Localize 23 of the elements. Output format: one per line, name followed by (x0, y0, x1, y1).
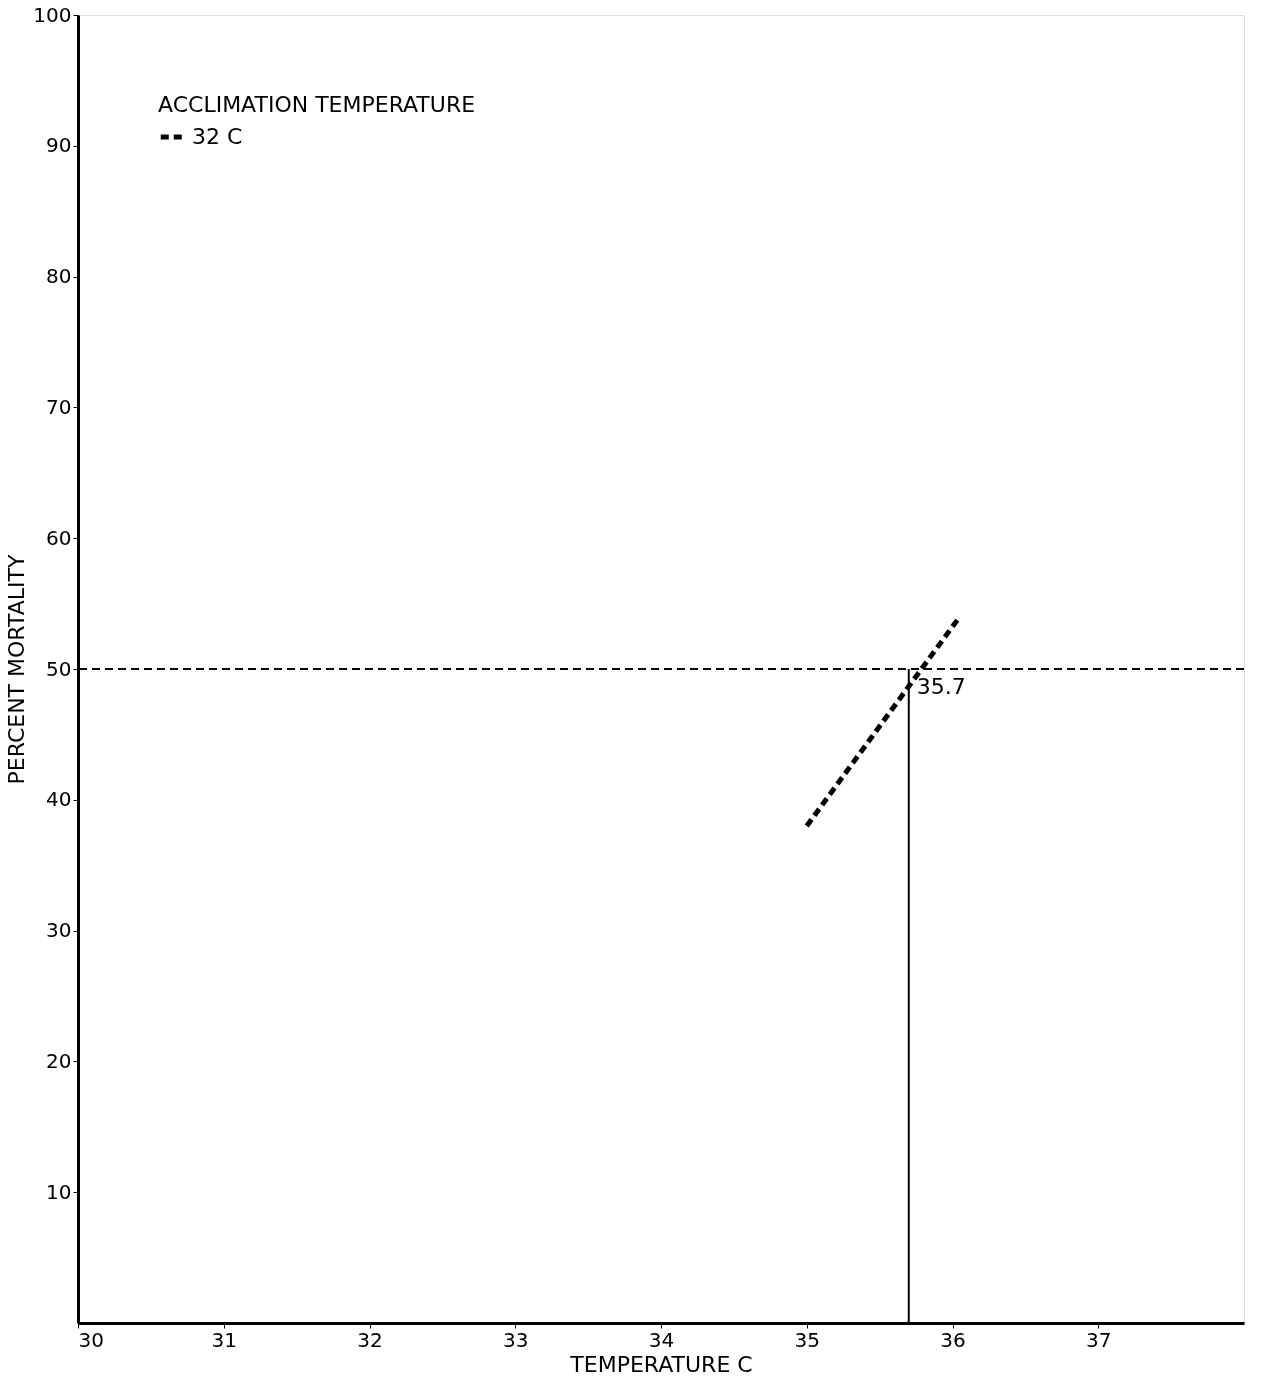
y-tick-label: 90 (46, 133, 72, 158)
x-tick-label: 34 (648, 1327, 675, 1352)
legend-label: 32 C (192, 124, 243, 149)
x-tick-label: 32 (357, 1327, 383, 1352)
y-axis-title: PERCENT MORTALITY (4, 554, 30, 785)
x-tick-label: 35 (794, 1327, 820, 1352)
y-tick-label: 30 (46, 918, 72, 943)
y-tick-label: 70 (46, 394, 72, 419)
y-tick-label: 50 (46, 656, 72, 681)
annotation: 35.7 (916, 674, 966, 699)
y-tick-label: 40 (46, 787, 72, 812)
y-tick-label: 80 (46, 264, 72, 289)
y-tick-label: 10 (46, 1179, 72, 1204)
y-tick-label: 60 (46, 525, 72, 550)
legend-title: ACCLIMATION TEMPERATURE (158, 92, 476, 117)
x-tick-label: 37 (1086, 1327, 1112, 1352)
x-tick-label: 36 (940, 1327, 966, 1352)
x-axis-title: TEMPERATURE C (569, 1351, 753, 1377)
y-tick-label: 20 (46, 1048, 72, 1073)
x-tick-label: 31 (211, 1327, 237, 1352)
x-tick-label: 30 (78, 1327, 104, 1352)
y-tick-label: 100 (33, 2, 72, 27)
x-tick-label: 33 (503, 1327, 529, 1352)
